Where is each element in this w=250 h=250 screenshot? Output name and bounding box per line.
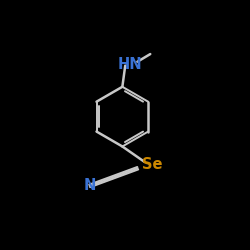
Text: N: N: [84, 178, 96, 194]
Text: Se: Se: [142, 157, 163, 172]
Text: HN: HN: [118, 57, 142, 72]
